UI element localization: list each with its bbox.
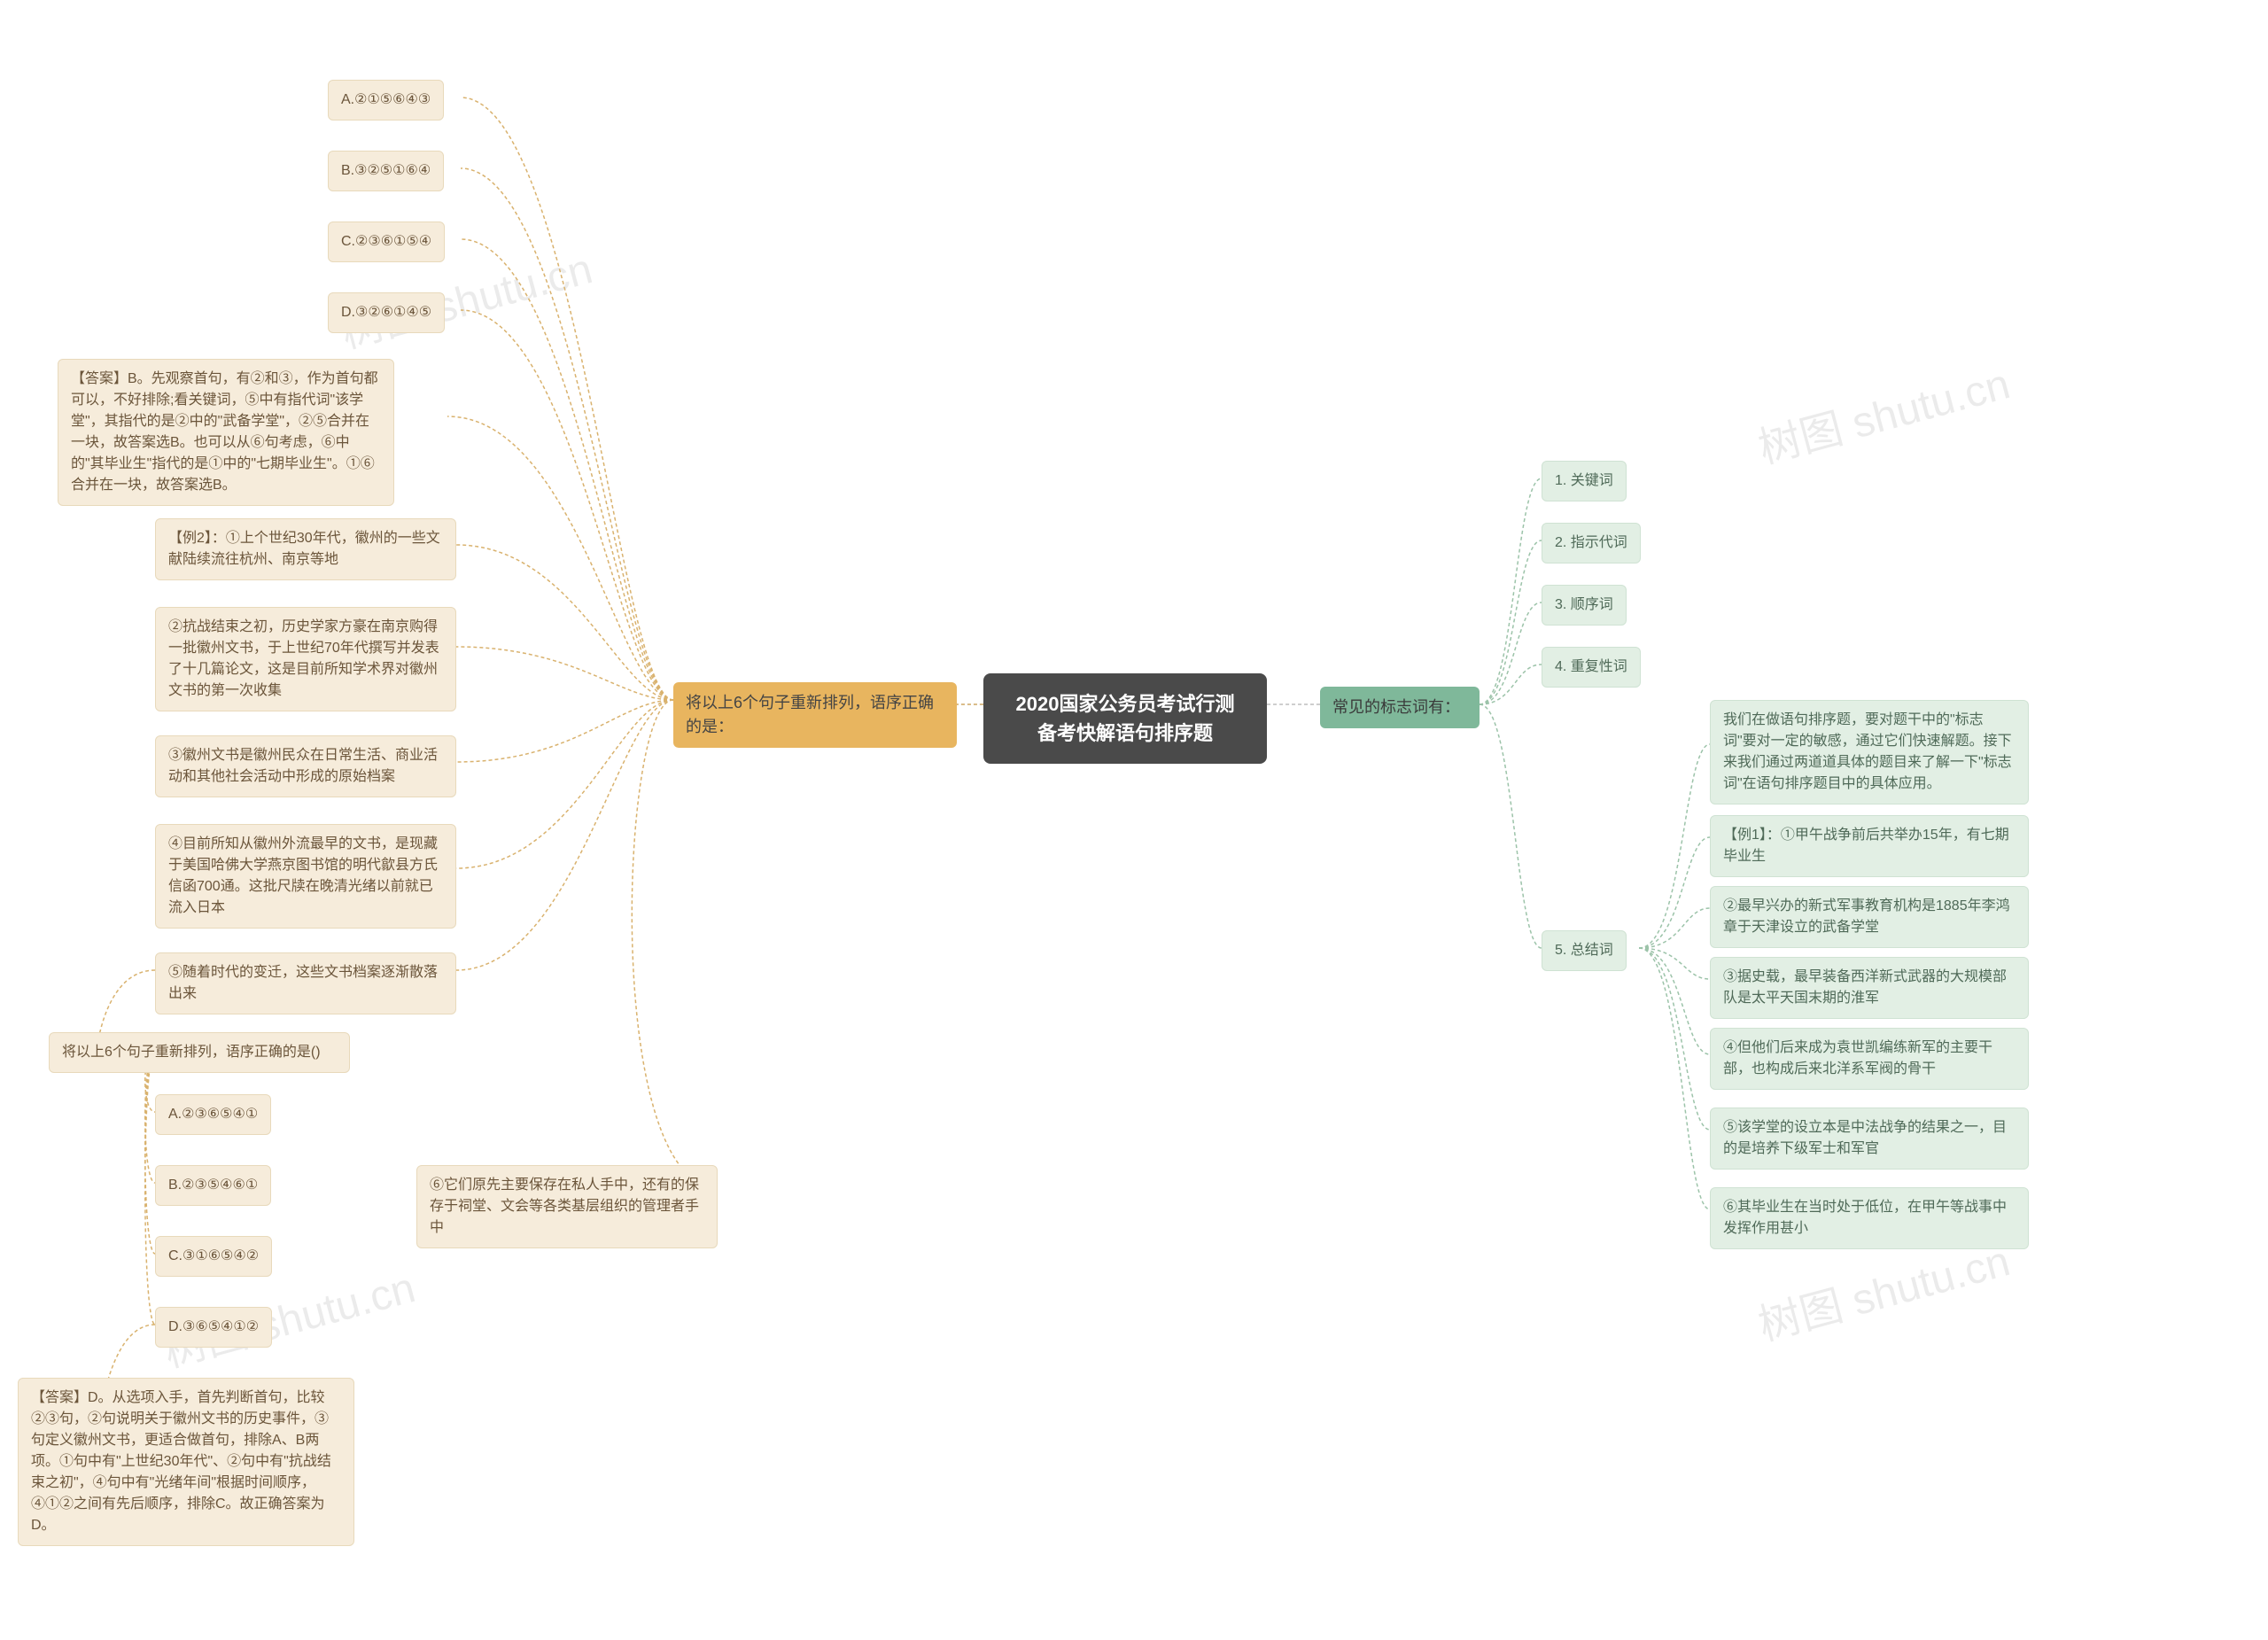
- m5-child-1: 【例1】：①甲午战争前后共举办15年，有七期毕业生: [1710, 815, 2029, 877]
- m5-child-0: 我们在做语句排序题，要对题干中的"标志词"要对一定的敏感，通过它们快速解题。接下…: [1710, 700, 2029, 804]
- sub-option-b: B.②③⑤④⑥①: [155, 1165, 271, 1206]
- marker-2: 2. 指示代词: [1542, 523, 1641, 564]
- marker-4: 4. 重复性词: [1542, 647, 1641, 688]
- example2-1: 【例2】：①上个世纪30年代，徽州的一些文献陆续流往杭州、南京等地: [155, 518, 456, 580]
- left-branch: 将以上6个句子重新排列，语序正确的是：: [673, 682, 957, 748]
- option-c1: C.②③⑥①⑤④: [328, 222, 445, 262]
- sub-option-c: C.③①⑥⑤④②: [155, 1236, 272, 1277]
- right-branch: 常见的标志词有：: [1320, 687, 1480, 728]
- example2-6: ⑥它们原先主要保存在私人手中，还有的保存于祠堂、文会等各类基层组织的管理者手中: [416, 1165, 718, 1248]
- m5-child-2: ②最早兴办的新式军事教育机构是1885年李鸿章于天津设立的武备学堂: [1710, 886, 2029, 948]
- example2-4: ④目前所知从徽州外流最早的文书，是现藏于美国哈佛大学燕京图书馆的明代歙县方氏信函…: [155, 824, 456, 929]
- option-b1: B.③②⑤①⑥④: [328, 151, 444, 191]
- marker-3: 3. 顺序词: [1542, 585, 1627, 626]
- watermark: 树图 shutu.cn: [1751, 349, 2016, 476]
- m5-child-4: ④但他们后来成为袁世凯编练新军的主要干部，也构成后来北洋系军阀的骨干: [1710, 1028, 2029, 1090]
- example2-3: ③徽州文书是徽州民众在日常生活、商业活动和其他社会活动中形成的原始档案: [155, 735, 456, 797]
- sub-answer: 【答案】D。从选项入手，首先判断首句，比较②③句，②句说明关于徽州文书的历史事件…: [18, 1378, 354, 1546]
- answer-1: 【答案】B。先观察首句，有②和③，作为首句都可以，不好排除;看关键词，⑤中有指代…: [58, 359, 394, 506]
- center-node: 2020国家公务员考试行测 备考快解语句排序题: [983, 673, 1267, 764]
- sub-option-a: A.②③⑥⑤④①: [155, 1094, 271, 1135]
- option-d1: D.③②⑥①④⑤: [328, 292, 445, 333]
- marker-5: 5. 总结词: [1542, 930, 1627, 971]
- marker-1: 1. 关键词: [1542, 461, 1627, 501]
- m5-child-3: ③据史载，最早装备西洋新式武器的大规模部队是太平天国末期的淮军: [1710, 957, 2029, 1019]
- subquestion-label: 将以上6个句子重新排列，语序正确的是(): [49, 1032, 350, 1073]
- sub-option-d: D.③⑥⑤④①②: [155, 1307, 272, 1348]
- example2-2: ②抗战结束之初，历史学家方豪在南京购得一批徽州文书，于上世纪70年代撰写并发表了…: [155, 607, 456, 711]
- example2-5: ⑤随着时代的变迁，这些文书档案逐渐散落出来: [155, 952, 456, 1014]
- m5-child-6: ⑥其毕业生在当时处于低位，在甲午等战事中发挥作用甚小: [1710, 1187, 2029, 1249]
- m5-child-5: ⑤该学堂的设立本是中法战争的结果之一，目的是培养下级军士和军官: [1710, 1108, 2029, 1170]
- option-a1: A.②①⑤⑥④③: [328, 80, 444, 120]
